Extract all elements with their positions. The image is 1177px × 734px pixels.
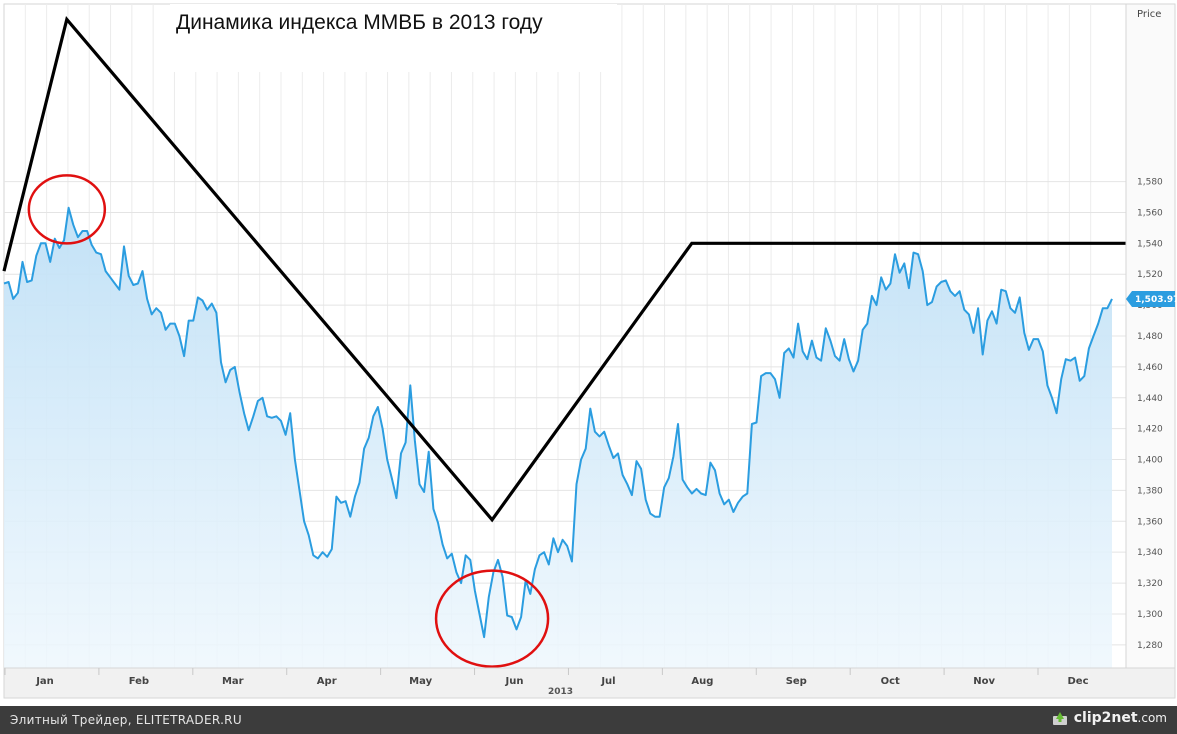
x-tick-label-sep: Sep [786,676,807,687]
x-tick-label-dec: Dec [1067,676,1088,687]
title-box [170,4,617,72]
last-value-label: 1,503.97 [1135,295,1177,305]
footer-bar: Элитный Трейдер, ELITETRADER.RU clip2net… [0,706,1177,734]
y-tick-label: 1,440 [1137,394,1163,404]
price-axis-panel [1125,3,1176,669]
y-tick-label: 1,520 [1137,270,1163,280]
x-tick-label-oct: Oct [881,676,900,687]
y-tick-label: 1,560 [1137,208,1163,218]
y-tick-label: 1,360 [1137,517,1163,527]
y-tick-label: 1,540 [1137,239,1163,249]
y-tick-label: 1,340 [1137,548,1163,558]
y-tick-label: 1,320 [1137,579,1163,589]
y-tick-label: 1,420 [1137,425,1163,435]
last-value-badge: 1,503.97 [1126,290,1177,307]
y-tick-label: 1,280 [1137,641,1163,651]
y-tick-label: 1,480 [1137,332,1163,342]
x-tick-label-apr: Apr [317,676,337,687]
y-tick-label: 1,580 [1137,178,1163,188]
y-tick-label: 1,400 [1137,456,1163,466]
y-tick-label: 1,460 [1137,363,1163,373]
annotation-circle-peak [27,174,107,245]
y-tick-labels: 1,280 1,300 1,320 1,340 1,360 1,380 1,400 1,420… [1137,178,1163,651]
time-axis-panel [3,667,1176,699]
price-axis-label: Price [1137,9,1161,20]
x-tick-label-feb: Feb [129,676,149,687]
x-tick-labels: Jan Feb Mar Apr May Jun Jul Aug Sep Oct Nov Dec [4,668,1089,687]
x-tick-label-nov: Nov [973,676,995,687]
clip2net-logo-icon [1052,710,1068,726]
annotation-circle-trough [434,569,550,668]
footer-brand[interactable]: clip2net.com [1052,710,1167,726]
brand-domain: .com [1137,711,1167,725]
footer-source-text: Элитный Трейдер, ELITETRADER.RU [10,713,242,727]
x-tick-label-may: May [409,676,432,687]
x-tick-label-jul: Jul [600,676,615,687]
x-tick-label-jan: Jan [35,676,54,687]
chart-title: Динамика индекса ММВБ в 2013 году [176,11,543,34]
brand-name: clip2net [1073,710,1138,726]
x-tick-label-mar: Mar [222,676,244,687]
trend-overlay-line [2,15,1126,523]
price-line [3,206,1113,639]
chart: Динамика индекса ММВБ в 2013 году Price … [2,3,1177,699]
annotation-circles [27,174,550,668]
year-label: 2013 [548,687,573,697]
price-area [4,207,1112,669]
x-tick-label-aug: Aug [691,676,713,687]
y-tick-label: 1,300 [1137,610,1163,620]
x-tick-label-jun: Jun [505,676,524,687]
y-tick-label: 1,380 [1137,486,1163,496]
